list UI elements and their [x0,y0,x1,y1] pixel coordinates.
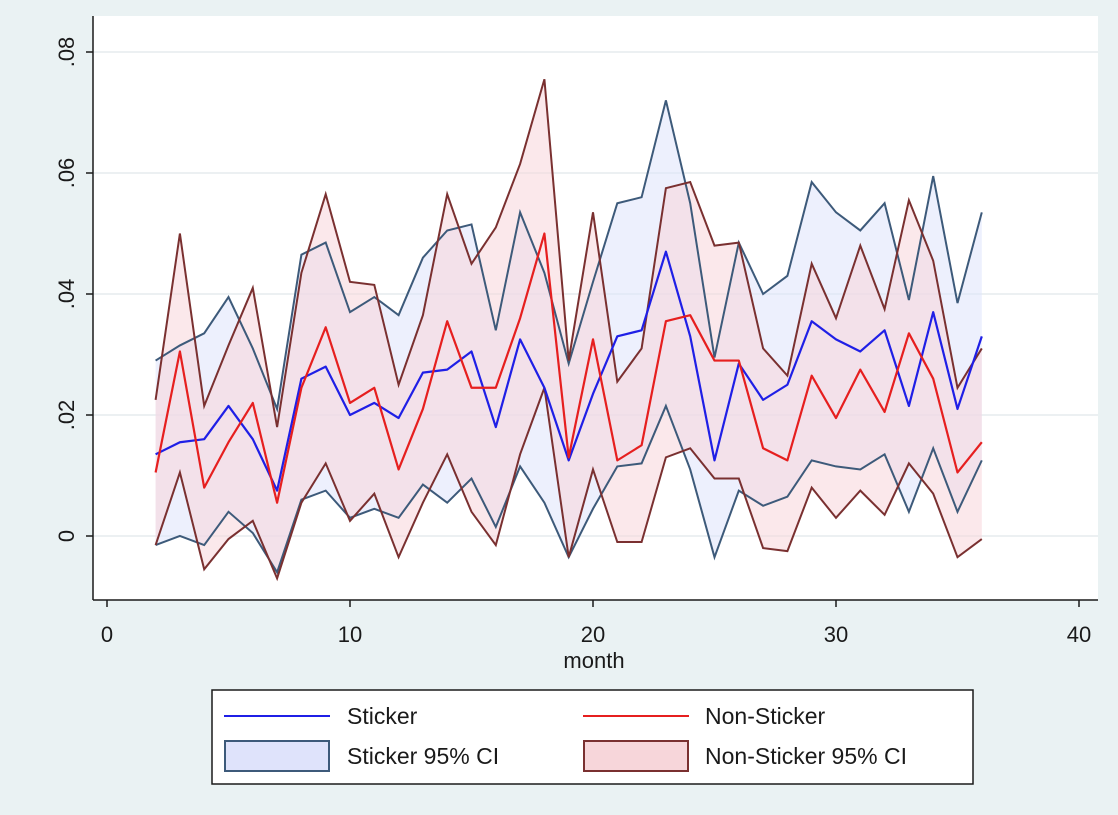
y-tick-label: .08 [54,37,79,68]
legend-swatch-non-sticker-ci [583,740,689,772]
x-tick-label: 40 [1067,622,1091,647]
sticker-ci-band-upper-line [155,100,983,413]
y-axis-ticks: 0 .02 .04 .06 .08 [54,37,93,542]
y-tick-label: .04 [54,279,79,310]
non-sticker-line [154,232,983,504]
y-tick-label: .02 [54,400,79,431]
sticker-line [155,250,983,492]
legend-label-non-sticker: Non-Sticker [705,703,825,729]
y-tick-label: .06 [54,158,79,189]
y-tick-label: 0 [54,530,79,542]
x-tick-label: 30 [824,622,848,647]
x-tick-label: 20 [581,622,605,647]
x-tick-label: 0 [101,622,113,647]
legend-swatch-sticker-ci [224,740,330,772]
x-tick-label: 10 [338,622,362,647]
legend-label-non-sticker-ci: Non-Sticker 95% CI [705,743,907,769]
series-lines [154,232,983,504]
non-sticker-ci-band-lower-line [154,387,983,582]
legend: Sticker Non-Sticker Sticker 95% CI Non-S… [211,689,974,785]
legend-label-sticker: Sticker [347,703,418,729]
non-sticker-ci-band-upper-line [154,78,983,428]
x-axis-title: month [563,648,624,673]
legend-label-sticker-ci: Sticker 95% CI [347,743,499,769]
x-axis-ticks: 0 10 20 30 40 [101,600,1091,647]
